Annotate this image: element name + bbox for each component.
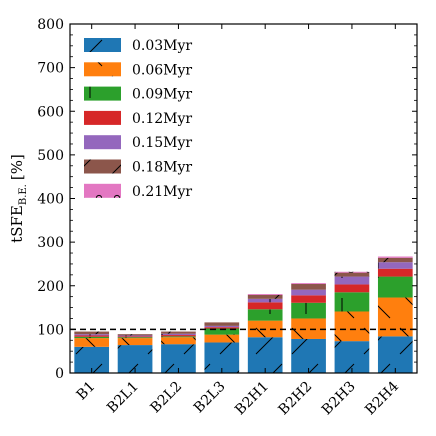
x-tick-label-B2L2: B2L2 xyxy=(148,379,186,417)
bar-B2L1-0.09Myr xyxy=(117,337,153,339)
bar-B2H1-0.12Myr xyxy=(247,302,283,310)
bar-B2H3-0.18Myr xyxy=(334,272,370,277)
bar-B2H1-0.15Myr xyxy=(247,298,283,303)
y-tick-label: 300 xyxy=(37,235,64,251)
bar-B2H2-0.03Myr xyxy=(291,338,326,373)
bar-B2H4-0.06Myr xyxy=(377,297,413,337)
legend-label-0.09Myr: 0.09Myr xyxy=(132,87,192,103)
bar-B2H4-0.03Myr xyxy=(377,336,413,373)
bar-B2H3-0.15Myr xyxy=(334,276,370,285)
legend-label-0.15Myr: 0.15Myr xyxy=(132,135,192,151)
bar-B1-0.18Myr xyxy=(74,331,110,335)
legend-label-0.21Myr: 0.21Myr xyxy=(132,184,192,200)
y-axis-label: tSFEB.E. [%] xyxy=(8,154,29,243)
bar-B2H4-0.12Myr xyxy=(377,268,413,277)
y-tick-label: 800 xyxy=(37,17,64,33)
bar-B2L3-0.06Myr xyxy=(204,334,240,343)
bar-B2L3-0.09Myr xyxy=(204,328,240,335)
bar-B2H2-0.18Myr xyxy=(291,284,326,290)
bar-B2L3-0.18Myr xyxy=(204,322,240,326)
y-tick-label: 0 xyxy=(55,366,64,382)
y-axis-label-main: tSFE xyxy=(8,205,26,243)
bar-B2L1-0.18Myr xyxy=(117,334,153,336)
bar-B1-0.15Myr xyxy=(74,334,110,336)
bar-B2L3-0.12Myr xyxy=(204,327,240,329)
x-tick-label-B2H1: B2H1 xyxy=(232,379,272,419)
bar-B2H2-0.21Myr xyxy=(291,283,326,285)
x-tick-label-B2L3: B2L3 xyxy=(191,379,229,417)
bar-B2H1-0.09Myr xyxy=(247,309,283,321)
bar-B1-0.12Myr xyxy=(74,335,110,337)
bar-B2H2-0.09Myr xyxy=(291,302,326,319)
y-axis-label-unit: [%] xyxy=(8,154,26,180)
bar-B2L3-0.15Myr xyxy=(204,325,240,328)
bar-B2L2-0.15Myr xyxy=(161,333,196,336)
y-axis-label-subscript: B.E. xyxy=(18,184,29,205)
legend-label-0.03Myr: 0.03Myr xyxy=(132,38,192,54)
bar-B2H1-0.21Myr xyxy=(247,294,283,295)
legend-swatch-0.03Myr xyxy=(84,38,121,52)
bar-B2H2-0.15Myr xyxy=(291,289,326,296)
bar-B2L2-0.06Myr xyxy=(161,337,196,345)
legend-swatch-0.12Myr xyxy=(84,110,121,125)
x-tick-label-B2L1: B2L1 xyxy=(104,379,142,417)
legend-label-0.18Myr: 0.18Myr xyxy=(132,160,192,176)
bar-B2L2-0.12Myr xyxy=(161,335,196,337)
bar-B2L2-0.09Myr xyxy=(161,336,196,338)
bar-B2L1-0.15Myr xyxy=(117,335,153,337)
bar-B2H1-0.03Myr xyxy=(247,337,283,373)
bar-B2H4-0.15Myr xyxy=(377,262,413,269)
legend-swatch-0.09Myr xyxy=(84,86,121,101)
bar-B1-0.09Myr xyxy=(74,336,110,339)
bar-B2L1-0.06Myr xyxy=(117,338,153,346)
bar-B2H3-0.21Myr xyxy=(334,271,370,273)
legend-swatch-0.15Myr xyxy=(84,135,121,150)
bar-B1-0.06Myr xyxy=(74,338,110,347)
y-tick-label: 100 xyxy=(37,322,64,338)
x-tick-label-B2H2: B2H2 xyxy=(276,379,316,419)
x-tick-label-B1: B1 xyxy=(74,379,99,404)
bar-B2H4-0.18Myr xyxy=(377,257,413,263)
y-tick-label: 500 xyxy=(37,148,64,164)
bar-B2L3-0.03Myr xyxy=(204,342,240,373)
bar-B2H3-0.12Myr xyxy=(334,284,370,293)
bar-B2H3-0.06Myr xyxy=(334,311,370,342)
y-axis: 0 100 200 300 400 500 600 700 800 xyxy=(37,17,417,382)
bar-B2L2-0.18Myr xyxy=(161,331,196,334)
bar-B2H3-0.09Myr xyxy=(334,292,370,312)
legend-swatch-0.18Myr xyxy=(84,159,121,174)
legend-swatch-0.21Myr xyxy=(84,183,121,198)
legend-label-0.06Myr: 0.06Myr xyxy=(132,62,192,78)
y-tick-label: 200 xyxy=(37,279,64,295)
legend: 0.03Myr 0.06Myr 0.09Myr 0.12Myr 0.15Myr 0.18M… xyxy=(84,38,192,200)
bar-B2H2-0.12Myr xyxy=(291,295,326,303)
x-tick-label-B2H4: B2H4 xyxy=(362,378,402,418)
bar-B2H4-0.09Myr xyxy=(377,276,413,298)
legend-label-0.12Myr: 0.12Myr xyxy=(132,111,192,127)
x-tick-label-B2H3: B2H3 xyxy=(319,379,359,419)
y-tick-label: 600 xyxy=(37,104,64,120)
bar-B2H3-0.03Myr xyxy=(334,341,370,373)
legend-swatch-0.06Myr xyxy=(84,62,121,77)
bar-B2H1-0.18Myr xyxy=(247,294,283,299)
y-tick-label: 700 xyxy=(37,61,64,77)
bar-B2L1-0.12Myr xyxy=(117,336,153,338)
bar-B2H2-0.06Myr xyxy=(291,318,326,339)
bars-layer xyxy=(74,256,413,373)
bar-B2H4-0.21Myr xyxy=(377,256,413,258)
y-tick-label: 400 xyxy=(37,192,64,208)
